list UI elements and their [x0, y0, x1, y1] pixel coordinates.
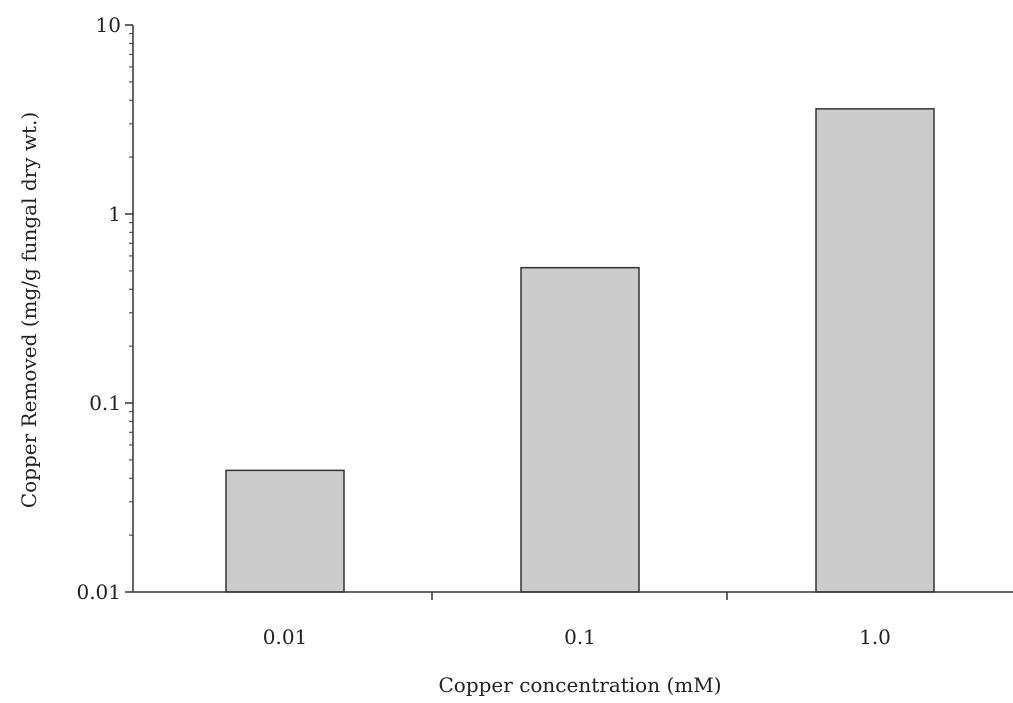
bars [225, 108, 935, 593]
y-tick-labels: 0.01 0.1 1 10 [76, 13, 121, 604]
x-tick-label: 0.1 [564, 625, 596, 649]
y-tick-label: 1 [108, 202, 121, 226]
y-major-ticks [125, 24, 133, 593]
bar-0.1 [520, 266, 640, 593]
x-tick-label: 0.01 [263, 625, 308, 649]
y-axis-title: Copper Removed (mg/g fungal dry wt.) [17, 112, 41, 508]
x-axis-title: Copper concentration (mM) [438, 673, 721, 697]
bar-0.01 [225, 469, 345, 593]
x-tick-labels: 0.01 0.1 1.0 [263, 625, 891, 649]
y-tick-label: 0.1 [89, 391, 121, 415]
bar-1.0 [815, 108, 935, 593]
x-tick-label: 1.0 [859, 625, 891, 649]
x-ticks [431, 592, 728, 600]
y-tick-label: 10 [96, 13, 121, 37]
y-tick-label: 0.01 [76, 580, 121, 604]
